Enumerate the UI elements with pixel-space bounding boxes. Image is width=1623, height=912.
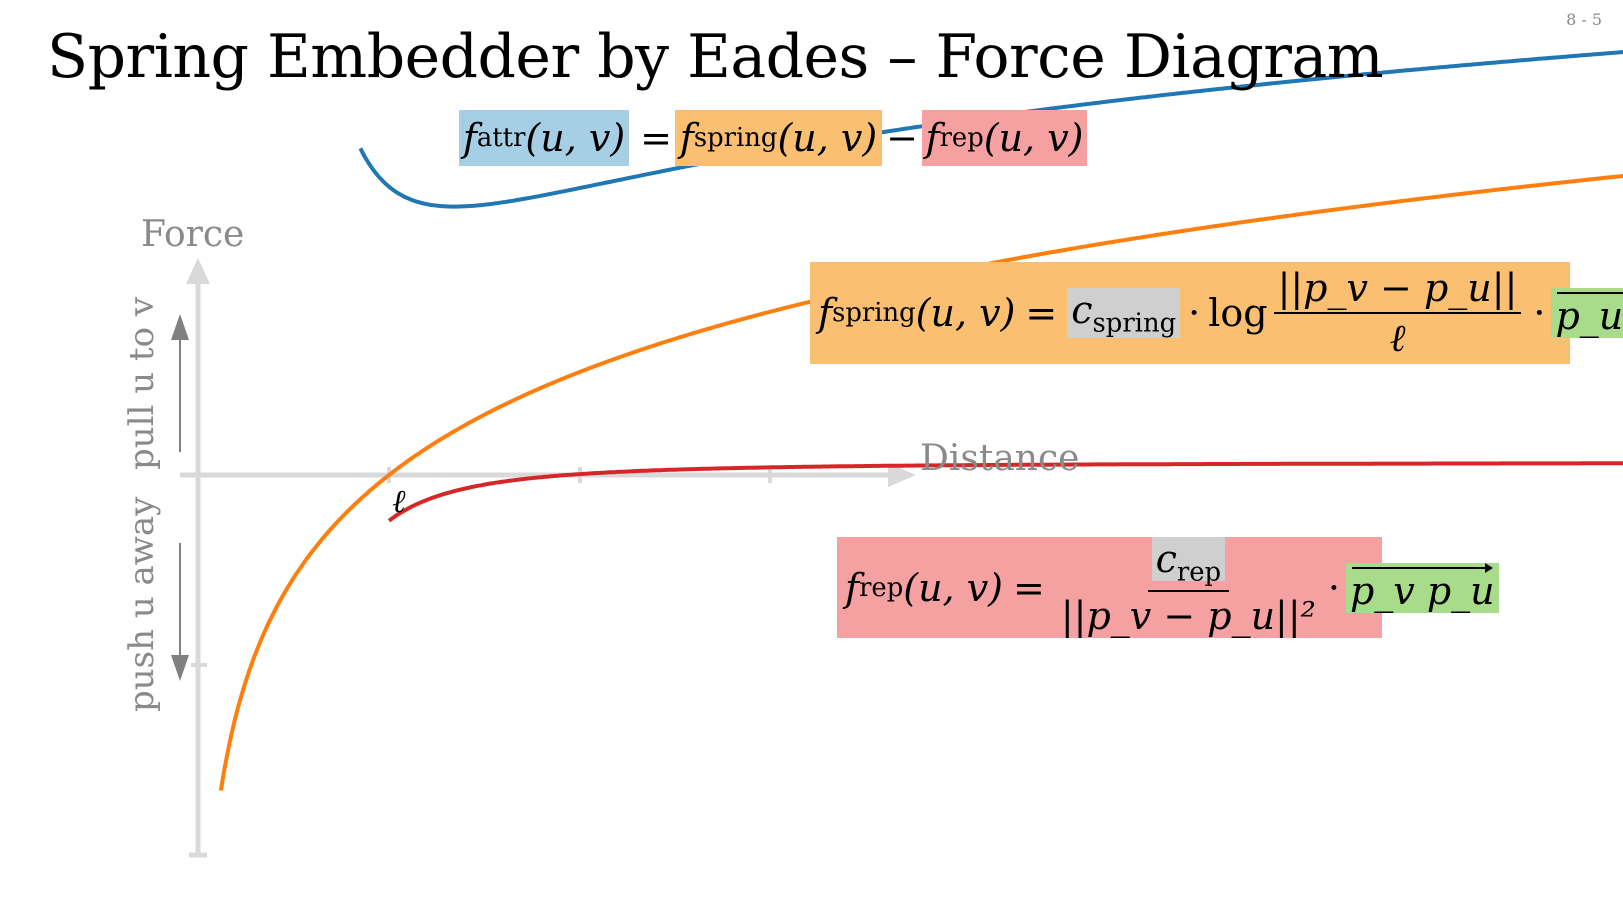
pull-arrow-head [171,314,189,340]
spring-denominator: ℓ [1389,315,1406,360]
spring-args: (u, v) [777,116,878,160]
x-tick-label: ℓ [392,482,406,520]
spring-force-term: f spring (u, v) [675,110,882,166]
repulsive-force-curve [387,461,1623,523]
rep-vector: p_v p_u [1350,562,1495,613]
rep-lhs-sub: rep [859,572,904,603]
rep-dot: · [1327,565,1340,610]
rep-force-term: f rep (u, v) [922,110,1087,166]
spring-f: f [679,116,694,160]
x-axis-label: Distance [920,438,1080,479]
spring-dot-1: · [1188,291,1201,335]
spring-vector: p_u p_v [1555,288,1623,338]
rep-equals: = [1013,565,1045,610]
slide-title: Spring Embedder by Eades – Force Diagram [47,22,1384,92]
rep-args: (u, v) [983,116,1084,160]
spring-vector-box: p_u p_v [1551,288,1623,338]
rep-f: f [925,116,940,160]
rep-lhs-f: f [845,565,860,610]
spring-fraction: ||p_v − p_u|| ℓ [1273,266,1522,361]
spring-lhs-f: f [818,291,833,335]
attr-force-term: f attr (u, v) [459,110,629,166]
spring-equals: = [1025,291,1058,335]
x-axis-arrowhead [888,463,916,487]
attr-f: f [462,116,477,160]
spring-c: c [1071,287,1093,332]
rep-fraction: crep ||p_v − p_u||² [1060,537,1316,638]
spring-lhs-args: (u, v) [915,291,1016,335]
spring-log: log [1208,291,1268,335]
rep-denominator: ||p_v − p_u||² [1060,593,1316,638]
spring-constant: cspring [1067,287,1181,339]
rep-constant: crep [1151,537,1226,588]
push-arrow-head [171,655,189,681]
attr-args: (u, v) [525,116,626,160]
spring-numerator: ||p_v − p_u|| [1273,266,1522,314]
rep-c: c [1155,537,1177,582]
attr-sub: attr [476,123,526,153]
minus-sign: − [886,116,918,160]
rep-vector-box: p_v p_u [1345,562,1499,613]
push-label: push u away [122,496,162,712]
page-number: 8 - 5 [1566,10,1602,29]
rep-c-sub: rep [1176,557,1222,588]
pull-label: pull u to v [122,296,162,470]
rep-formula-box: f rep (u, v) = crep ||p_v − p_u||² · p_v p… [837,537,1499,638]
y-axis-label: Force [141,214,245,255]
spring-dot-2: · [1533,291,1546,335]
rep-sub: rep [939,123,984,153]
rep-lhs-args: (u, v) [903,565,1003,610]
spring-formula-box: f spring (u, v) = cspring · log ||p_v − p_… [810,262,1623,364]
spring-c-sub: spring [1092,308,1177,339]
spring-sub: spring [693,123,778,153]
rep-numerator: crep [1147,537,1230,592]
y-axis-arrowhead [186,258,210,284]
spring-lhs-sub: spring [832,298,916,328]
equals-sign: = [640,116,672,160]
